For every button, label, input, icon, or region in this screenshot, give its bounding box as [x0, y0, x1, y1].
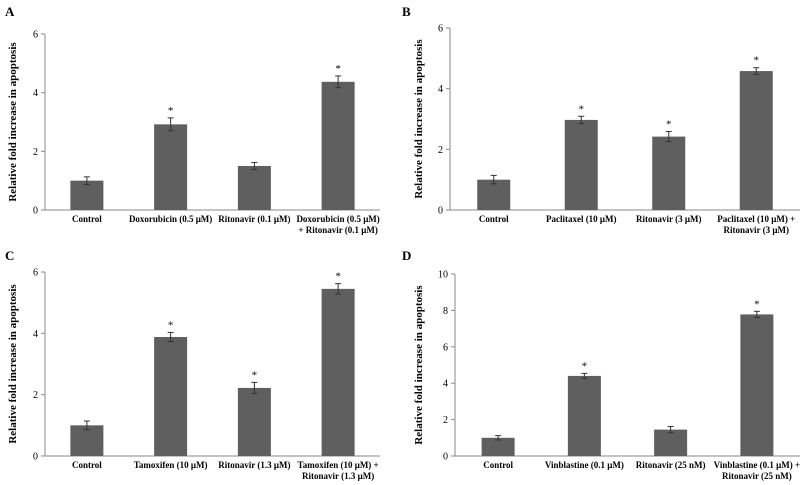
y-tick-label: 6: [443, 342, 448, 353]
y-axis-title: Relative fold increase in apoptosis: [413, 285, 425, 445]
y-tick-label: 0: [443, 452, 448, 463]
y-tick-label: 2: [33, 147, 38, 158]
x-tick-label: Ritonavir (3 μM): [724, 225, 789, 235]
significance-marker: *: [754, 298, 760, 310]
x-tick-label: Tamoxifen (10 μM) +: [298, 460, 379, 470]
panel-letter: C: [5, 248, 14, 263]
significance-marker: *: [168, 319, 174, 331]
y-tick-label: 4: [33, 329, 38, 340]
x-tick-label: Paclitaxel (10 μM): [546, 214, 617, 224]
bar: [567, 375, 601, 456]
significance-marker: *: [579, 103, 585, 115]
bar: [154, 337, 188, 456]
chart-panel-b: B Relative fold increase in apoptosis 0 2 4 6…: [402, 4, 800, 235]
y-tick-label: 4: [438, 84, 443, 95]
y-tick-label: 0: [438, 206, 443, 217]
y-tick-label: 8: [443, 306, 448, 317]
x-tick-label: Paclitaxel (10 μM) +: [717, 214, 795, 224]
y-tick-label: 10: [438, 270, 448, 281]
bar: [740, 314, 774, 456]
y-tick-label: 6: [438, 24, 443, 35]
significance-marker: *: [666, 118, 672, 130]
x-tick-label: Doxorubicin (0.5 μM): [129, 214, 212, 224]
bar: [481, 437, 515, 456]
bar: [477, 179, 511, 210]
y-axis-title: Relative fold increase in apoptosis: [413, 39, 425, 199]
chart-panel-d: D Relative fold increase in apoptosis 0 2 4 6…: [402, 248, 800, 481]
y-tick-label: 4: [33, 88, 38, 99]
panel-letter: A: [5, 4, 15, 19]
x-tick-label: Ritonavir (3 μM): [636, 214, 701, 224]
bar: [70, 180, 104, 210]
bar: [237, 166, 271, 210]
x-tick-label: Vinblastine (0.1 μM) +: [714, 460, 800, 470]
bar: [154, 124, 188, 210]
y-axis-title: Relative fold increase in apoptosis: [7, 284, 19, 444]
significance-marker: *: [335, 271, 341, 283]
y-tick-label: 4: [443, 379, 448, 390]
bar: [70, 425, 104, 456]
x-tick-label: Ritonavir (0.1 μM): [218, 214, 290, 224]
y-tick-label: 6: [33, 30, 38, 41]
x-tick-label: Control: [479, 214, 509, 224]
x-tick-label: + Ritonavir (0.1 μM): [298, 225, 378, 235]
x-tick-label: Control: [483, 460, 513, 470]
significance-marker: *: [335, 63, 341, 75]
x-tick-label: Ritonavir (1.3 μM): [218, 460, 290, 470]
y-tick-label: 0: [33, 206, 38, 217]
significance-marker: *: [582, 360, 588, 372]
bar: [237, 387, 271, 456]
bar: [321, 288, 355, 456]
x-tick-label: Ritonavir (1.3 μM): [302, 471, 374, 481]
y-axis-title: Relative fold increase in apoptosis: [7, 42, 19, 202]
bar: [739, 71, 773, 210]
bar: [652, 136, 686, 210]
chart-panel-a: A Relative fold increase in apoptosis 0 2 4 6…: [5, 4, 380, 235]
x-tick-label: Tamoxifen (10 μM): [134, 460, 208, 470]
y-tick-label: 2: [33, 390, 38, 401]
y-tick-label: 6: [33, 268, 38, 279]
x-tick-label: Ritonavir (25 nM): [722, 471, 792, 481]
chart-panel-c: C Relative fold increase in apoptosis 0 2 4 6…: [5, 248, 380, 481]
x-tick-label: Control: [72, 460, 102, 470]
significance-marker: *: [252, 369, 258, 381]
bar: [654, 429, 688, 456]
x-tick-label: Doxorubicin (0.5 μM): [296, 214, 379, 224]
panel-letter: B: [402, 4, 411, 19]
y-tick-label: 2: [443, 415, 448, 426]
y-tick-label: 2: [438, 145, 443, 156]
y-tick-label: 0: [33, 452, 38, 463]
significance-marker: *: [754, 55, 760, 67]
x-tick-label: Ritonavir (25 nM): [636, 460, 706, 470]
bar: [321, 81, 355, 211]
x-tick-label: Control: [72, 214, 102, 224]
bar: [564, 119, 598, 210]
significance-marker: *: [168, 105, 174, 117]
x-tick-label: Vinblastine (0.1 μM): [545, 460, 624, 470]
panel-letter: D: [402, 248, 411, 263]
